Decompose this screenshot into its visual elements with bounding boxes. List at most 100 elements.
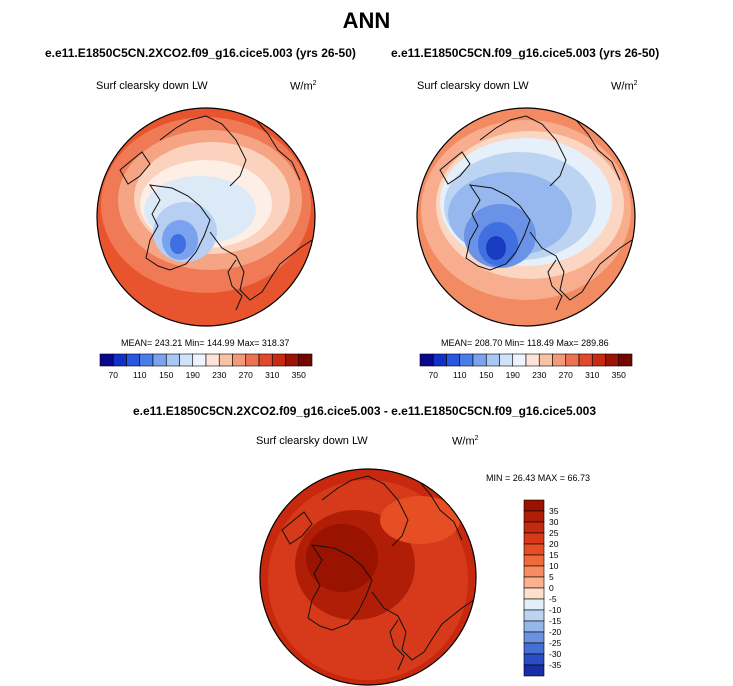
colorbar2-swatch [419,353,434,367]
colorbar3-swatch [523,554,545,567]
colorbar1-swatch [152,353,167,367]
colorbar2-tick-label: 110 [453,370,467,380]
colorbar1-swatch [139,353,154,367]
panel1-variable-label: Surf clearsky down LW [96,80,208,92]
colorbar3-swatch [523,664,545,677]
map3-coastlines [281,475,475,671]
colorbar3-tick-label: -30 [549,649,562,659]
panel2-units-label: W/m2 [611,80,638,93]
colorbar2-swatch [565,353,580,367]
colorbar3-tick-label: -5 [549,594,557,604]
colorbar1-tick-label: 270 [239,370,253,380]
colorbar-panel1: 70 110 150 190 230 270 310 350 [99,353,313,380]
map2-greenland-core [486,236,506,260]
colorbar3-swatch [523,510,545,523]
map2-coastlines [439,115,633,311]
colorbar1-tick-label: 310 [265,370,279,380]
colorbar3-swatch [523,642,545,655]
colorbar1-tick-label: 70 [109,370,119,380]
panel3-stats: MIN = 26.43 MAX = 66.73 [486,473,591,483]
colorbar1-swatch [165,353,180,367]
colorbar2-swatch [525,353,540,367]
panel2-stats: MEAN= 208.70 Min= 118.49 Max= 289.86 [441,338,609,348]
colorbar3-tick-label: -20 [549,627,562,637]
colorbar1-swatch [271,353,286,367]
colorbar2-swatch [485,353,500,367]
panel2-case-title: e.e11.E1850C5CN.f09_g16.cice5.003 (yrs 2… [391,46,660,60]
map2-border [416,107,636,327]
colorbar2-tick-label: 190 [506,370,520,380]
colorbar1-swatch [192,353,207,367]
colorbar1-swatch [298,353,313,367]
colorbar1-swatch [126,353,141,367]
colorbar1-swatch [232,353,247,367]
colorbar1-swatch [112,353,127,367]
panel3-case-title: e.e11.E1850C5CN.2XCO2.f09_g16.cice5.003 … [133,404,596,418]
colorbar2-swatch [512,353,527,367]
colorbar2-tick-label: 270 [559,370,573,380]
colorbar3-swatch [523,587,545,600]
colorbar2-swatch [472,353,487,367]
colorbar2-swatch [578,353,593,367]
colorbar3-swatch [523,620,545,633]
colorbar3-swatch [523,631,545,644]
colorbar3-tick-label: -25 [549,638,562,648]
colorbar3-tick-label: 25 [549,528,559,538]
colorbar3-tick-label: 30 [549,517,559,527]
colorbar3-tick-label: 0 [549,583,554,593]
colorbar2-tick-label: 350 [612,370,626,380]
colorbar2-swatch [459,353,474,367]
colorbar3-swatch [523,565,545,578]
panel2-variable-label: Surf clearsky down LW [417,80,529,92]
colorbar-panel2: 70 110 150 190 230 270 310 350 [419,353,633,380]
colorbar1-tick-label: 350 [292,370,306,380]
panel1-units-label: W/m2 [290,80,317,93]
panel1-case-title: e.e11.E1850C5CN.2XCO2.f09_g16.cice5.003 … [45,46,356,60]
colorbar3-tick-label: -35 [549,660,562,670]
map1-greenland-core [170,234,186,254]
panel1-stats: MEAN= 243.21 Min= 144.99 Max= 318.37 [121,338,290,348]
colorbar1-tick-label: 190 [186,370,200,380]
colorbar3-tick-label: 10 [549,561,559,571]
colorbar3-swatch [523,598,545,611]
colorbar2-swatch [432,353,447,367]
colorbar3-tick-label: 20 [549,539,559,549]
colorbar2-swatch [618,353,633,367]
colorbar1-swatch [179,353,194,367]
colorbar3-swatch [523,653,545,666]
colorbar3-tick-label: 35 [549,506,559,516]
colorbar1-swatch [245,353,260,367]
colorbar3-swatch [523,532,545,545]
colorbar2-swatch [591,353,606,367]
colorbar1-swatch [218,353,233,367]
colorbar2-swatch [552,353,567,367]
colorbar2-tick-label: 310 [585,370,599,380]
colorbar1-tick-label: 110 [133,370,147,380]
colorbar3-tick-label: -10 [549,605,562,615]
colorbar1-swatch [258,353,273,367]
colorbar3-swatch [523,543,545,556]
colorbar3-tick-label: 5 [549,572,554,582]
colorbar2-swatch [446,353,461,367]
colorbar3-swatch [523,609,545,622]
colorbar3-swatch [523,576,545,589]
colorbar2-swatch [538,353,553,367]
panel3-units-label: W/m2 [452,435,479,448]
colorbar1-swatch [205,353,220,367]
colorbar2-swatch [499,353,514,367]
colorbar3-swatch [523,499,545,512]
map3-band-4 [380,496,460,544]
map3-band-3 [306,524,378,592]
colorbar2-tick-label: 150 [479,370,493,380]
colorbar3-tick-label: 15 [549,550,559,560]
map1-coastlines [119,115,313,311]
panel3-variable-label: Surf clearsky down LW [256,435,368,447]
map3-border [259,468,477,686]
colorbar1-tick-label: 230 [212,370,226,380]
colorbar3-swatch [523,521,545,534]
colorbar1-swatch [99,353,114,367]
colorbar2-tick-label: 70 [429,370,439,380]
colorbar3-tick-label: -15 [549,616,562,626]
